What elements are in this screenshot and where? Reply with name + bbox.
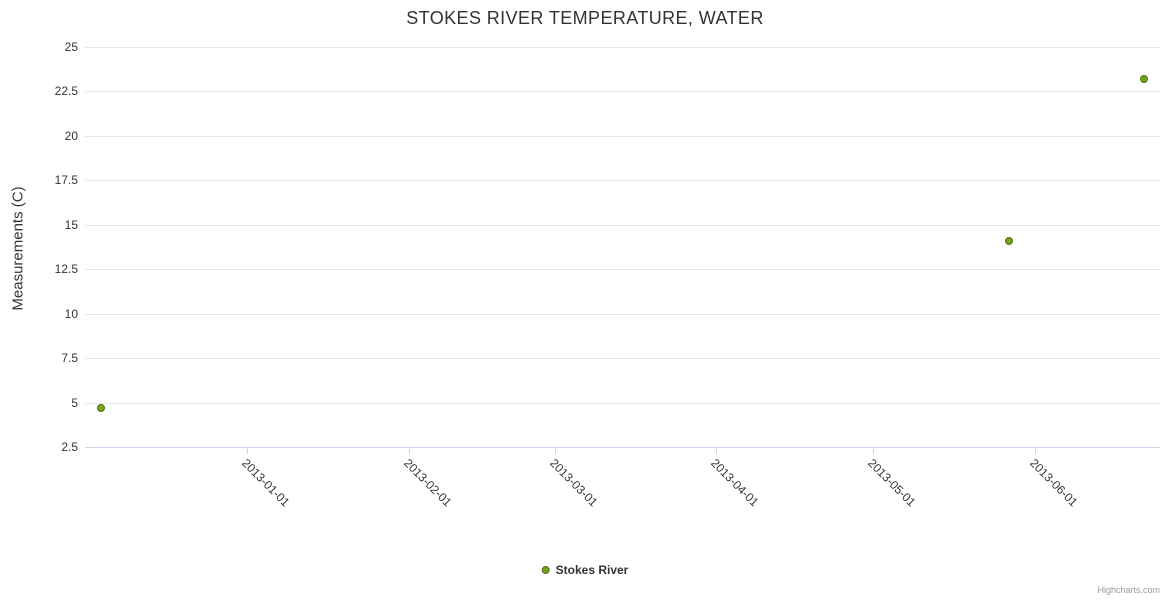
data-point[interactable] (97, 404, 105, 412)
y-gridline (85, 136, 1160, 137)
y-tick-label: 25 (64, 40, 78, 54)
legend-marker-icon (541, 566, 550, 574)
x-tick-label: 2013-03-01 (547, 456, 601, 510)
y-gridline (85, 358, 1160, 359)
y-tick-label: 17.5 (54, 173, 78, 187)
y-gridline (85, 225, 1160, 226)
y-tick-label: 15 (64, 218, 78, 232)
x-tick-mark (873, 448, 874, 454)
x-tick-label: 2013-05-01 (865, 456, 919, 510)
highcharts-credit-link[interactable]: Highcharts.com (1097, 585, 1160, 595)
x-tick-mark (716, 448, 717, 454)
x-tick-label: 2013-01-01 (239, 456, 293, 510)
y-tick-label: 2.5 (61, 440, 78, 454)
y-gridline (85, 314, 1160, 315)
y-tick-label: 7.5 (61, 351, 78, 365)
y-tick-label: 12.5 (54, 262, 78, 276)
x-tick-label: 2013-02-01 (401, 456, 455, 510)
x-tick-mark (555, 448, 556, 454)
x-tick-label: 2013-04-01 (708, 456, 762, 510)
y-gridline (85, 403, 1160, 404)
x-axis-line (85, 447, 1160, 448)
y-tick-label: 10 (64, 307, 78, 321)
x-tick-mark (409, 448, 410, 454)
legend-item-stokes-river[interactable]: Stokes River (541, 563, 629, 577)
legend-label: Stokes River (555, 563, 629, 577)
data-point[interactable] (1005, 237, 1013, 245)
y-gridline (85, 180, 1160, 181)
y-tick-label: 22.5 (54, 84, 78, 98)
y-tick-label: 5 (71, 396, 78, 410)
x-tick-mark (247, 448, 248, 454)
y-gridline (85, 91, 1160, 92)
chart-title: STOKES RIVER TEMPERATURE, WATER (406, 8, 764, 28)
y-gridline (85, 269, 1160, 270)
y-tick-label: 20 (64, 129, 78, 143)
x-tick-label: 2013-06-01 (1027, 456, 1081, 510)
data-point[interactable] (1140, 75, 1148, 83)
x-tick-mark (1035, 448, 1036, 454)
y-gridline (85, 47, 1160, 48)
